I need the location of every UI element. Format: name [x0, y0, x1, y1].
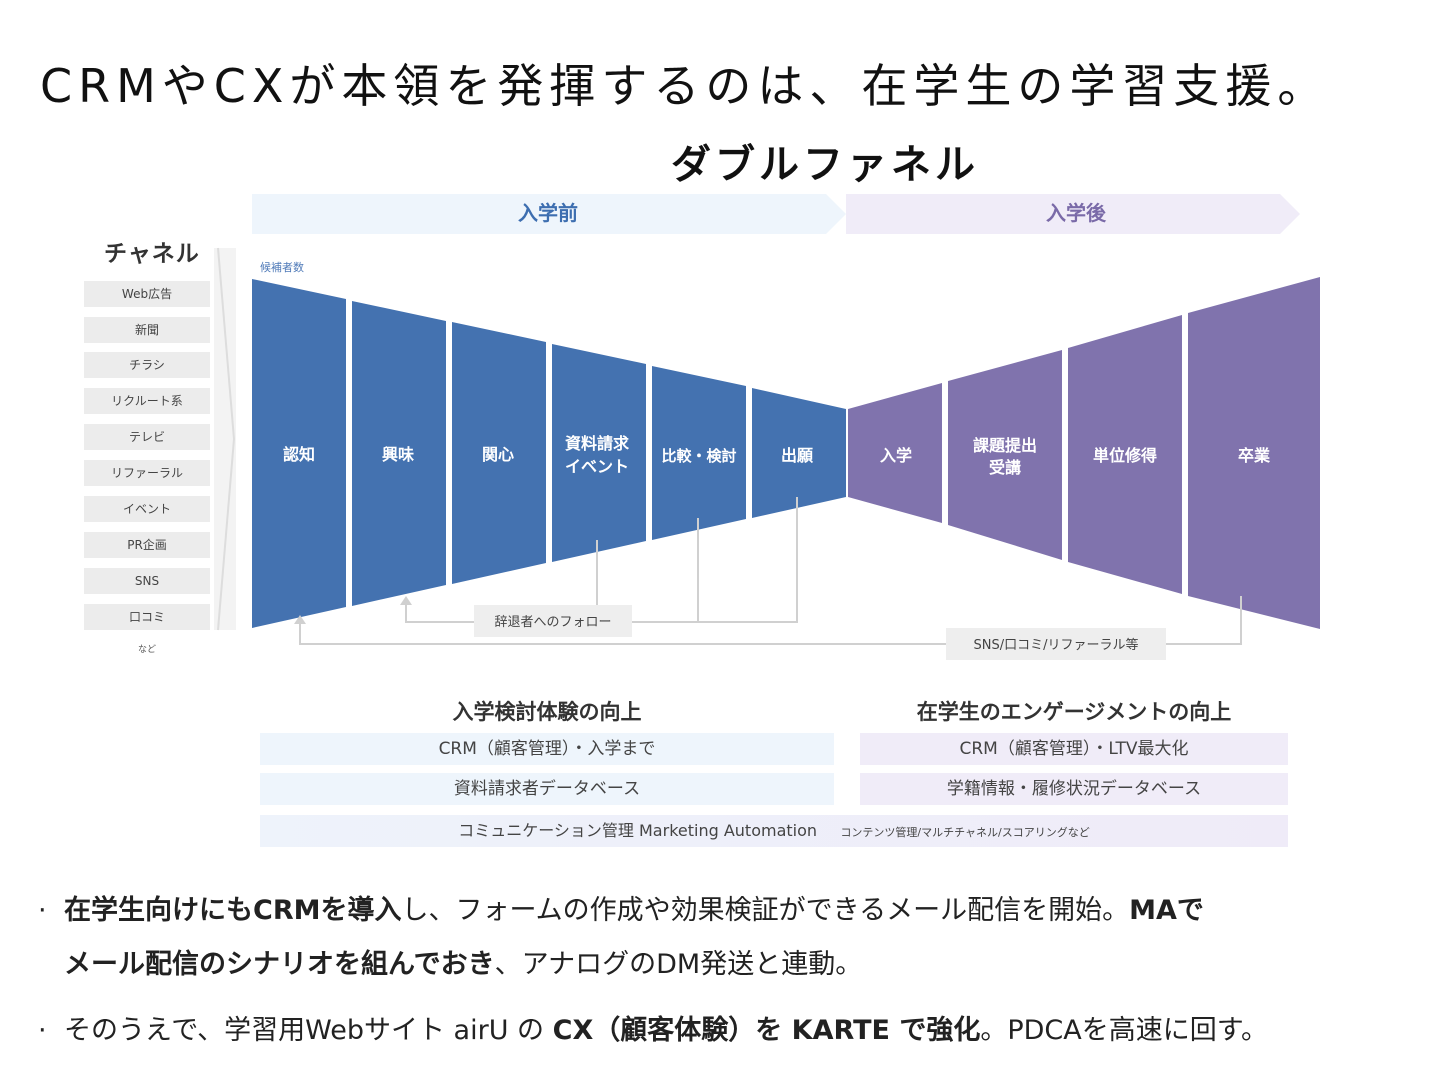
stage-label-1: 認知	[283, 445, 315, 464]
funnel-after	[848, 277, 1320, 629]
funnel-stage-2	[352, 301, 446, 606]
channel-title: チャネル	[104, 241, 200, 267]
channel-item: チラシ	[84, 352, 210, 378]
stage-label-9: 単位修得	[1093, 446, 1157, 465]
phase-arrow-before	[252, 194, 846, 234]
stage-label-4a: 資料請求	[565, 434, 630, 453]
crm-before-box: CRM（顧客管理）・入学まで	[260, 733, 834, 765]
stage-label-2: 興味	[382, 445, 414, 464]
database-before-box: 資料請求者データベース	[260, 773, 834, 805]
stage-label-4b: イベント	[565, 457, 629, 476]
channel-item: リクルート系	[84, 388, 210, 414]
channel-item: リファーラル	[84, 460, 210, 486]
ma-note-label: コンテンツ管理/マルチチャネル/スコアリングなど	[840, 826, 1090, 839]
channel-item: 口コミ	[84, 604, 210, 630]
funnel-stage-7	[848, 383, 942, 523]
referral-line	[1166, 596, 1242, 645]
funnel-stage-3	[452, 322, 546, 584]
crm-after-box: CRM（顧客管理）・LTV最大化	[860, 733, 1288, 765]
referral-label: SNS/口コミ/リファーラル等	[974, 637, 1139, 653]
bullet-1-cont: メール配信のシナリオを組んでおき、アナログのDM発送と連動。	[64, 949, 863, 980]
stage-label-6: 出願	[781, 446, 814, 465]
stage-label-8a: 課題提出	[973, 436, 1037, 455]
phase-label-before: 入学前	[518, 201, 578, 225]
channel-item: イベント	[84, 496, 210, 522]
stage-label-8b: 受講	[989, 458, 1021, 477]
funnel-stage-4	[552, 344, 646, 562]
follow-label-box	[474, 605, 632, 637]
diagram-title: ダブルファネル	[671, 142, 979, 188]
channel-item: PR企画	[84, 532, 210, 558]
funnel-stage-1	[252, 279, 346, 628]
channel-etc: など	[137, 645, 156, 655]
funnel-stage-9	[1068, 315, 1182, 594]
channel-arrow	[214, 248, 236, 630]
channel-item: Web広告	[84, 281, 210, 307]
referral-label-box	[946, 628, 1166, 660]
channel-item: 新聞	[84, 317, 210, 343]
stage-label-10: 卒業	[1238, 446, 1271, 465]
follow-label: 辞退者へのフォロー	[494, 615, 611, 630]
candidates-label: 候補者数	[260, 261, 304, 274]
funnel-stage-6	[752, 388, 846, 518]
channel-item: テレビ	[84, 424, 210, 450]
ma-box: コミュニケーション管理 Marketing Automation コンテンツ管理…	[260, 815, 1288, 847]
stage-label-5: 比較・検討	[661, 447, 736, 465]
page-title: CRMやCXが本領を発揮するのは、在学生の学習支援。	[40, 59, 1330, 113]
ma-main-label: コミュニケーション管理 Marketing Automation	[458, 821, 818, 840]
funnel-before	[252, 279, 846, 628]
phase-arrow-after	[846, 194, 1300, 234]
channel-item: SNS	[84, 568, 210, 594]
funnel-stage-10	[1188, 277, 1320, 629]
phase-label-after: 入学後	[1046, 201, 1107, 225]
database-after-box: 学籍情報・履修状況データベース	[860, 773, 1288, 805]
bullet-2: · そのうえで、学習用Webサイト airU の CX（顧客体験）を KARTE …	[38, 1015, 1269, 1046]
stage-label-3: 関心	[482, 445, 514, 464]
stage-label-7: 入学	[880, 446, 912, 465]
funnel-stage-5	[652, 366, 746, 540]
bullet-1: · 在学生向けにもCRMを導入し、フォームの作成や効果検証ができるメール配信を開始…	[38, 895, 1204, 926]
funnel-stage-8	[948, 350, 1062, 560]
section-title-left: 入学検討体験の向上	[452, 700, 642, 724]
section-title-right: 在学生のエンゲージメントの向上	[916, 700, 1232, 724]
